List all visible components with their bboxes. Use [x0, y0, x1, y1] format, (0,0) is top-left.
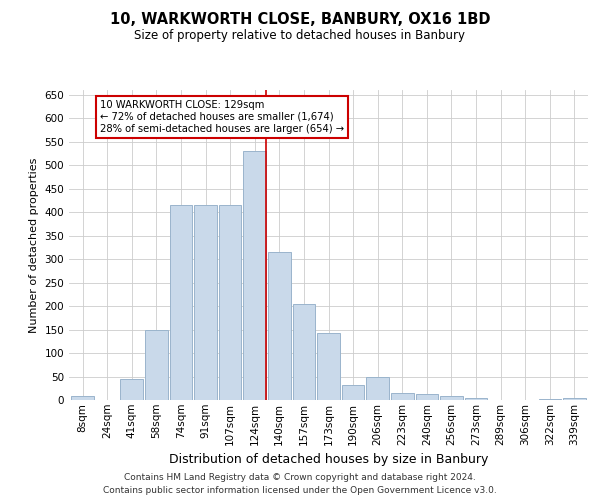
Bar [342, 385, 364, 400]
Bar [71, 396, 94, 400]
X-axis label: Distribution of detached houses by size in Banbury: Distribution of detached houses by size … [169, 453, 488, 466]
Text: 10 WARKWORTH CLOSE: 129sqm
← 72% of detached houses are smaller (1,674)
28% of s: 10 WARKWORTH CLOSE: 129sqm ← 72% of deta… [100, 100, 344, 134]
Text: 10, WARKWORTH CLOSE, BANBURY, OX16 1BD: 10, WARKWORTH CLOSE, BANBURY, OX16 1BD [110, 12, 490, 28]
Bar [563, 398, 586, 400]
Text: Contains HM Land Registry data © Crown copyright and database right 2024.: Contains HM Land Registry data © Crown c… [124, 474, 476, 482]
Bar [219, 205, 241, 400]
Bar [465, 398, 487, 400]
Bar [194, 205, 217, 400]
Bar [244, 151, 266, 400]
Bar [145, 330, 167, 400]
Bar [391, 393, 413, 400]
Bar [170, 205, 192, 400]
Text: Contains public sector information licensed under the Open Government Licence v3: Contains public sector information licen… [103, 486, 497, 495]
Bar [121, 379, 143, 400]
Bar [268, 252, 290, 400]
Bar [539, 398, 561, 400]
Bar [416, 394, 438, 400]
Text: Size of property relative to detached houses in Banbury: Size of property relative to detached ho… [134, 29, 466, 42]
Bar [440, 396, 463, 400]
Bar [367, 376, 389, 400]
Bar [293, 304, 315, 400]
Y-axis label: Number of detached properties: Number of detached properties [29, 158, 39, 332]
Bar [317, 333, 340, 400]
